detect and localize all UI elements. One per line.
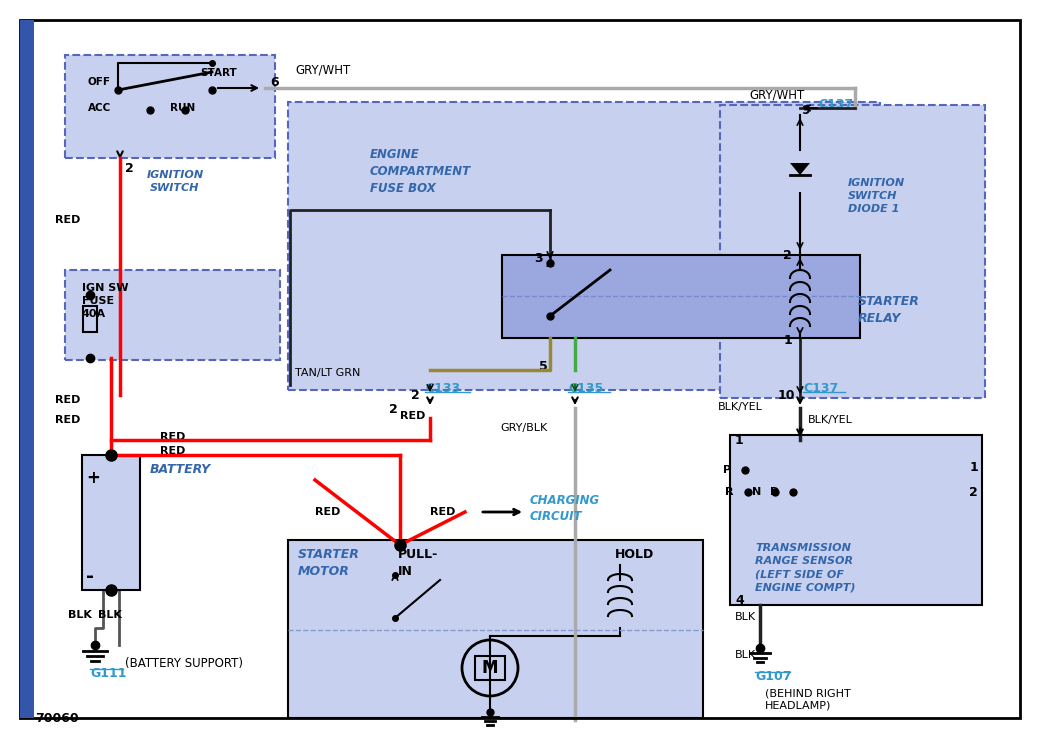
- Text: (BATTERY SUPPORT): (BATTERY SUPPORT): [125, 656, 243, 670]
- Text: RED: RED: [55, 415, 80, 425]
- Text: 3: 3: [535, 251, 543, 265]
- Text: 1: 1: [735, 434, 744, 446]
- Text: 10: 10: [778, 389, 795, 401]
- Text: ACC: ACC: [88, 103, 111, 113]
- Text: 9: 9: [802, 104, 810, 117]
- Text: 2: 2: [125, 162, 134, 174]
- Text: STARTER
MOTOR: STARTER MOTOR: [298, 548, 360, 578]
- Text: R: R: [726, 487, 734, 497]
- Text: -: -: [86, 567, 94, 586]
- Text: GRY/WHT: GRY/WHT: [750, 88, 805, 101]
- Bar: [288, 102, 880, 390]
- Text: BLK: BLK: [68, 610, 92, 620]
- Text: IGNITION
SWITCH
DIODE 1: IGNITION SWITCH DIODE 1: [848, 178, 905, 215]
- Bar: [475, 656, 505, 680]
- Bar: [64, 270, 280, 360]
- Bar: [502, 255, 860, 338]
- Text: 1: 1: [969, 461, 978, 473]
- Bar: [83, 306, 97, 332]
- Text: 6: 6: [270, 76, 279, 88]
- Text: (BEHIND RIGHT
HEADLAMP): (BEHIND RIGHT HEADLAMP): [765, 688, 851, 711]
- Text: BLK/YEL: BLK/YEL: [718, 402, 763, 412]
- Text: START: START: [200, 68, 237, 78]
- Text: G107: G107: [755, 670, 791, 683]
- Text: RED: RED: [400, 411, 425, 421]
- Text: N: N: [752, 487, 761, 497]
- Text: C137: C137: [803, 381, 838, 395]
- Text: GRY/WHT: GRY/WHT: [295, 63, 350, 76]
- Text: BLK: BLK: [735, 650, 756, 660]
- Text: C135: C135: [568, 381, 603, 395]
- Text: BLK: BLK: [98, 610, 122, 620]
- Text: 2: 2: [783, 248, 792, 262]
- Text: ENGINE
COMPARTMENT
FUSE BOX: ENGINE COMPARTMENT FUSE BOX: [370, 148, 471, 195]
- Text: TRANSMISSION
RANGE SENSOR
(LEFT SIDE OF
ENGINE COMPT): TRANSMISSION RANGE SENSOR (LEFT SIDE OF …: [755, 543, 856, 592]
- Text: RED: RED: [55, 215, 80, 225]
- Text: BLK: BLK: [735, 612, 756, 622]
- Text: 2: 2: [389, 403, 398, 415]
- Text: C133: C133: [425, 381, 460, 395]
- Bar: [82, 455, 140, 590]
- Text: +: +: [86, 469, 100, 487]
- Bar: [20, 20, 34, 718]
- Text: PULL-
IN: PULL- IN: [398, 548, 438, 578]
- Text: RED: RED: [55, 395, 80, 405]
- Text: IGNITION
SWITCH: IGNITION SWITCH: [147, 170, 204, 193]
- Text: 1: 1: [783, 334, 792, 346]
- Text: RUN: RUN: [170, 103, 196, 113]
- Text: HOLD: HOLD: [615, 548, 654, 561]
- Text: G111: G111: [90, 667, 127, 680]
- Text: BLK/YEL: BLK/YEL: [808, 415, 853, 425]
- Bar: [730, 435, 982, 605]
- Text: RED: RED: [315, 507, 340, 517]
- Text: RED: RED: [430, 507, 456, 517]
- Text: STARTER
RELAY: STARTER RELAY: [858, 295, 919, 325]
- Text: 2: 2: [411, 389, 420, 401]
- Text: 70060: 70060: [35, 712, 79, 725]
- Text: CHARGING
CIRCUIT: CHARGING CIRCUIT: [530, 493, 600, 523]
- Text: TAN/LT GRN: TAN/LT GRN: [294, 368, 360, 378]
- Text: M: M: [482, 659, 498, 677]
- Text: 4: 4: [735, 593, 744, 606]
- Text: GRY/BLK: GRY/BLK: [500, 423, 547, 433]
- Text: D: D: [770, 487, 779, 497]
- Text: 2: 2: [969, 486, 978, 498]
- Text: C137: C137: [818, 98, 853, 110]
- Text: BATTERY: BATTERY: [150, 463, 211, 476]
- Text: P: P: [723, 465, 731, 475]
- Text: IGN SW
FUSE
40A: IGN SW FUSE 40A: [82, 283, 129, 320]
- Text: RED: RED: [160, 446, 185, 456]
- Polygon shape: [790, 163, 810, 175]
- Bar: [720, 105, 985, 398]
- Bar: [64, 55, 275, 158]
- Bar: [288, 540, 703, 718]
- Text: OFF: OFF: [88, 77, 111, 87]
- Text: 5: 5: [540, 359, 548, 373]
- Text: RED: RED: [160, 432, 185, 442]
